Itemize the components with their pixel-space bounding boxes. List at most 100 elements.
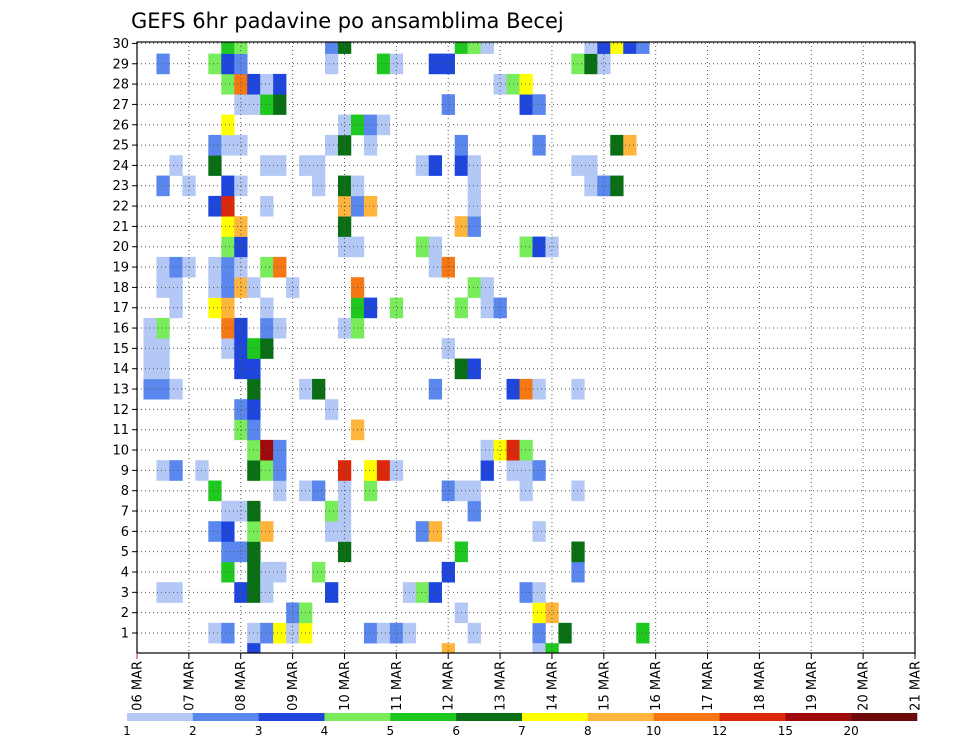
heatmap-cell (428, 53, 443, 75)
legend-label: 7 (518, 724, 526, 738)
x-tick-label: 14 MAR (545, 661, 560, 711)
heatmap-cell (571, 561, 585, 583)
heatmap-cell (312, 561, 326, 583)
y-tick-label: 16 (112, 322, 129, 337)
heatmap-cell (234, 42, 248, 54)
heatmap-cell (325, 53, 339, 75)
legend-label: 12 (712, 724, 727, 738)
heatmap-cell (169, 378, 183, 400)
heatmap-cell (234, 399, 248, 420)
heatmap-cell (234, 94, 248, 115)
y-tick-label: 17 (112, 301, 129, 316)
heatmap-cell (221, 195, 235, 217)
heatmap-cell (156, 277, 170, 298)
heatmap-cell (597, 42, 611, 54)
y-tick-label: 21 (112, 220, 129, 235)
heatmap-cell (273, 256, 287, 278)
y-tick-label: 4 (121, 566, 129, 581)
heatmap-cell (584, 175, 598, 197)
heatmap-cell (260, 256, 274, 278)
y-tick-label: 13 (112, 383, 129, 398)
heatmap-cell (532, 378, 546, 400)
y-tick-label: 7 (121, 505, 129, 520)
heatmap-cell (234, 500, 248, 522)
heatmap-cell (221, 521, 235, 542)
heatmap-cell (234, 53, 248, 75)
heatmap-cell (234, 358, 248, 380)
plot-border (136, 41, 916, 654)
heatmap-cell (260, 561, 274, 583)
heatmap-cell (156, 317, 170, 339)
heatmap-cell (286, 277, 300, 298)
legend-swatch (522, 713, 589, 721)
heatmap-cell (208, 155, 222, 176)
heatmap-cell (273, 439, 287, 461)
heatmap-cell (221, 53, 235, 75)
heatmap-cell (467, 195, 481, 217)
heatmap-cell (234, 419, 248, 441)
heatmap-cell (169, 256, 183, 278)
heatmap-cell (221, 541, 235, 563)
heatmap-cell (337, 500, 352, 522)
heatmap-cell (169, 582, 183, 603)
heatmap-cell (156, 358, 170, 380)
y-tick-label: 14 (112, 362, 129, 377)
heatmap-cell (493, 297, 507, 319)
y-tick-label: 29 (112, 57, 129, 72)
legend-swatch (653, 713, 720, 721)
heatmap-cell (143, 317, 157, 339)
heatmap-cell (441, 94, 455, 115)
heatmap-cell (363, 622, 378, 644)
cell-layer (143, 42, 650, 654)
heatmap-cell (221, 134, 235, 156)
x-tick-label: 10 MAR (338, 661, 353, 711)
heatmap-cell (208, 277, 222, 298)
heatmap-cell (325, 134, 339, 156)
heatmap-cell (286, 622, 300, 644)
legend-label: 15 (778, 724, 793, 738)
y-tick-label: 30 (112, 37, 129, 52)
x-tick-label: 20 MAR (857, 661, 872, 711)
heatmap-cell (428, 155, 443, 176)
legend-swatch (324, 713, 391, 721)
heatmap-cell (312, 378, 326, 400)
heatmap-cell (597, 53, 611, 75)
x-tick-label: 12 MAR (442, 661, 457, 711)
heatmap-cell (273, 94, 287, 115)
y-tick-label: 5 (121, 545, 129, 560)
heatmap-cell (325, 42, 339, 54)
heatmap-cell (221, 256, 235, 278)
y-tick-label: 9 (121, 464, 129, 479)
heatmap-cell (156, 53, 170, 75)
heatmap-cell (260, 317, 274, 339)
heatmap-cell (532, 236, 546, 258)
y-tick-label: 22 (112, 200, 129, 215)
heatmap-cell (169, 277, 183, 298)
y-tick-label: 23 (112, 179, 129, 194)
heatmap-cell (143, 358, 157, 380)
heatmap-cell (234, 541, 248, 563)
heatmap-cell (428, 521, 443, 542)
heatmap-cell (273, 622, 287, 644)
heatmap-cell (363, 297, 378, 319)
heatmap-cell (610, 175, 624, 197)
heatmap-cell (519, 378, 533, 400)
heatmap-cell (312, 480, 326, 502)
heatmap-cell (221, 317, 235, 339)
legend-swatch (258, 713, 325, 721)
heatmap-cell (610, 42, 624, 54)
heatmap-cell (273, 460, 287, 481)
legend-label: 4 (321, 724, 329, 738)
heatmap-cell (376, 53, 391, 75)
heatmap-cell (156, 256, 170, 278)
heatmap-cell (415, 582, 430, 603)
y-tick-label: 6 (121, 525, 129, 540)
heatmap-cell (480, 460, 494, 481)
heatmap-cell (571, 155, 585, 176)
heatmap-cell (441, 338, 455, 359)
heatmap-cell (260, 582, 274, 603)
heatmap-cell (325, 500, 339, 522)
heatmap-cell (273, 73, 287, 95)
heatmap-cell (221, 297, 235, 319)
